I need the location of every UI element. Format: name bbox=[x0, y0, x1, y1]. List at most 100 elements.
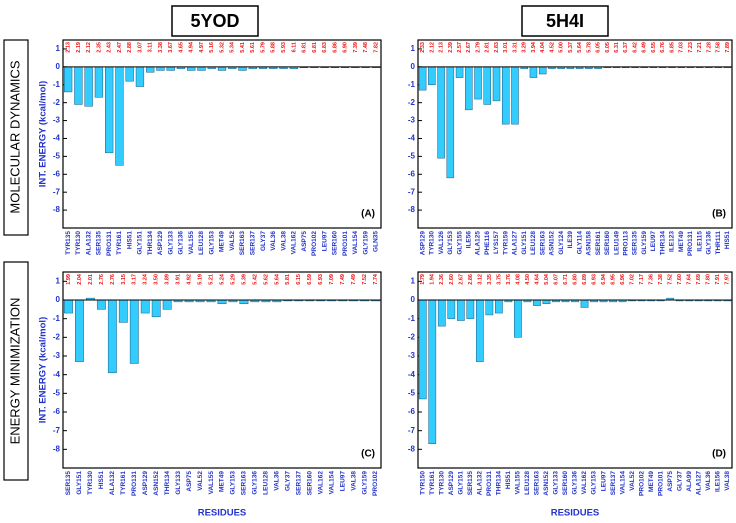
x-tick-label: VAL162 bbox=[291, 231, 298, 255]
x-tick-label: GLY159 bbox=[362, 231, 369, 255]
x-tick-label: GLY151 bbox=[521, 231, 528, 255]
bar bbox=[437, 299, 446, 327]
distance-label: 7.49 bbox=[351, 274, 357, 285]
x-tick-label: ALA132 bbox=[477, 471, 484, 496]
x-tick-label: GLY151 bbox=[76, 471, 83, 495]
x-tick-label: ALA127 bbox=[512, 231, 519, 256]
distance-label: 7.80 bbox=[706, 274, 712, 285]
distance-label: 7.89 bbox=[725, 42, 731, 53]
x-tick-label: VAL36 bbox=[270, 231, 277, 251]
x-tick-label: THR134 bbox=[147, 231, 154, 256]
bar bbox=[217, 66, 227, 71]
x-tick-label: LEU128 bbox=[524, 471, 531, 495]
x-tick-label: PRO131 bbox=[131, 471, 138, 496]
distance-label: 5.19 bbox=[198, 274, 204, 285]
distance-label: 5.16 bbox=[209, 42, 215, 53]
distance-label: 7.28 bbox=[706, 42, 712, 53]
bar bbox=[447, 299, 456, 319]
y-tick-label: -5 bbox=[53, 151, 61, 160]
distance-label: 6.93 bbox=[591, 274, 597, 285]
distance-label: 2.36 bbox=[439, 274, 445, 285]
distance-label: 5.81 bbox=[285, 274, 291, 285]
distance-label: 6.05 bbox=[596, 42, 602, 53]
x-tick-label: PRO113 bbox=[623, 231, 630, 256]
x-tick-label: TYR130 bbox=[429, 231, 436, 255]
distance-label: 7.82 bbox=[373, 42, 379, 53]
bar bbox=[446, 66, 455, 179]
bar bbox=[418, 299, 427, 400]
x-tick-label: GLY159 bbox=[641, 231, 648, 255]
x-tick-label: GLY136 bbox=[706, 231, 713, 255]
heading-box bbox=[171, 5, 259, 37]
x-tick-label: VAL36 bbox=[274, 471, 281, 491]
distance-label: 5.41 bbox=[240, 42, 246, 53]
bar bbox=[533, 299, 541, 306]
panel-label: (A) bbox=[361, 209, 375, 220]
x-tick-label: GLY153 bbox=[208, 231, 215, 255]
bar bbox=[146, 66, 155, 73]
bar bbox=[466, 299, 475, 319]
distance-label: 3.67 bbox=[168, 42, 174, 53]
x-tick-label: MET49 bbox=[648, 471, 655, 492]
distance-label: 7.02 bbox=[630, 274, 636, 285]
distance-label: 7.74 bbox=[373, 273, 379, 285]
x-tick-label: VAL52 bbox=[629, 471, 636, 491]
y-tick-label: -1 bbox=[53, 314, 61, 323]
panel-label: (D) bbox=[712, 449, 726, 460]
x-tick-label: GLN35 bbox=[373, 231, 380, 252]
distance-label: 6.80 bbox=[572, 274, 578, 285]
y-tick-label: -7 bbox=[408, 426, 416, 435]
x-tick-label: TYR161 bbox=[429, 471, 436, 495]
distance-label: 2.47 bbox=[117, 42, 123, 53]
distance-label: 6.55 bbox=[651, 42, 657, 53]
row-box bbox=[3, 39, 29, 236]
x-tick-label: GLY114 bbox=[576, 231, 583, 255]
distance-label: 6.71 bbox=[563, 274, 569, 285]
x-tick-label: PRO102 bbox=[372, 471, 379, 496]
distance-label: 3.31 bbox=[512, 42, 518, 53]
y-tick-label: -2 bbox=[53, 332, 61, 341]
y-tick-label: -3 bbox=[53, 351, 61, 360]
distance-label: 4.50 bbox=[525, 274, 531, 285]
distance-label: 2.67 bbox=[458, 274, 464, 285]
x-tick-label: GLY37 bbox=[260, 231, 267, 251]
distance-label: 6.83 bbox=[322, 42, 328, 53]
bar bbox=[129, 299, 139, 364]
x-tick-label: ASP129 bbox=[419, 231, 426, 256]
distance-label: 6.59 bbox=[307, 274, 313, 285]
distance-label: 7.09 bbox=[329, 274, 335, 285]
x-tick-label: SER135 bbox=[65, 471, 72, 496]
distance-label: 2.76 bbox=[99, 274, 105, 285]
y-tick-label: -3 bbox=[408, 116, 416, 125]
distance-label: 6.94 bbox=[601, 273, 607, 285]
x-tick-label: ALA132 bbox=[109, 471, 116, 496]
x-tick-label: VAL155 bbox=[188, 231, 195, 255]
x-axis-label: RESIDUES bbox=[198, 508, 247, 519]
row-box bbox=[3, 261, 29, 481]
distance-label: 2.81 bbox=[485, 42, 491, 53]
distance-label: 7.36 bbox=[649, 274, 655, 285]
distance-label: 6.76 bbox=[660, 42, 666, 53]
distance-label: 7.60 bbox=[677, 274, 683, 285]
bar bbox=[217, 299, 227, 304]
distance-label: 5.62 bbox=[263, 274, 269, 285]
distance-label: 6.95 bbox=[611, 274, 617, 285]
x-tick-label: SER160 bbox=[306, 471, 313, 496]
distance-label: 3.01 bbox=[503, 42, 509, 53]
x-tick-label: GLY153 bbox=[591, 471, 598, 495]
distance-label: 6.81 bbox=[302, 42, 308, 53]
y-tick-label: 0 bbox=[56, 62, 61, 71]
distance-label: 1.99 bbox=[66, 274, 72, 285]
distance-label: 3.75 bbox=[496, 274, 502, 285]
y-tick-label: -6 bbox=[53, 407, 61, 416]
bar bbox=[187, 66, 196, 71]
distance-label: 7.39 bbox=[353, 42, 359, 53]
x-tick-label: MET49 bbox=[678, 231, 685, 252]
bar bbox=[485, 299, 494, 316]
distance-label: 3.12 bbox=[477, 274, 483, 285]
x-tick-label: GLY37 bbox=[676, 471, 683, 491]
distance-label: 2.57 bbox=[457, 42, 463, 53]
distance-label: 6.90 bbox=[343, 42, 349, 53]
distance-label: 5.78 bbox=[586, 42, 592, 53]
distance-label: 6.89 bbox=[582, 274, 588, 285]
